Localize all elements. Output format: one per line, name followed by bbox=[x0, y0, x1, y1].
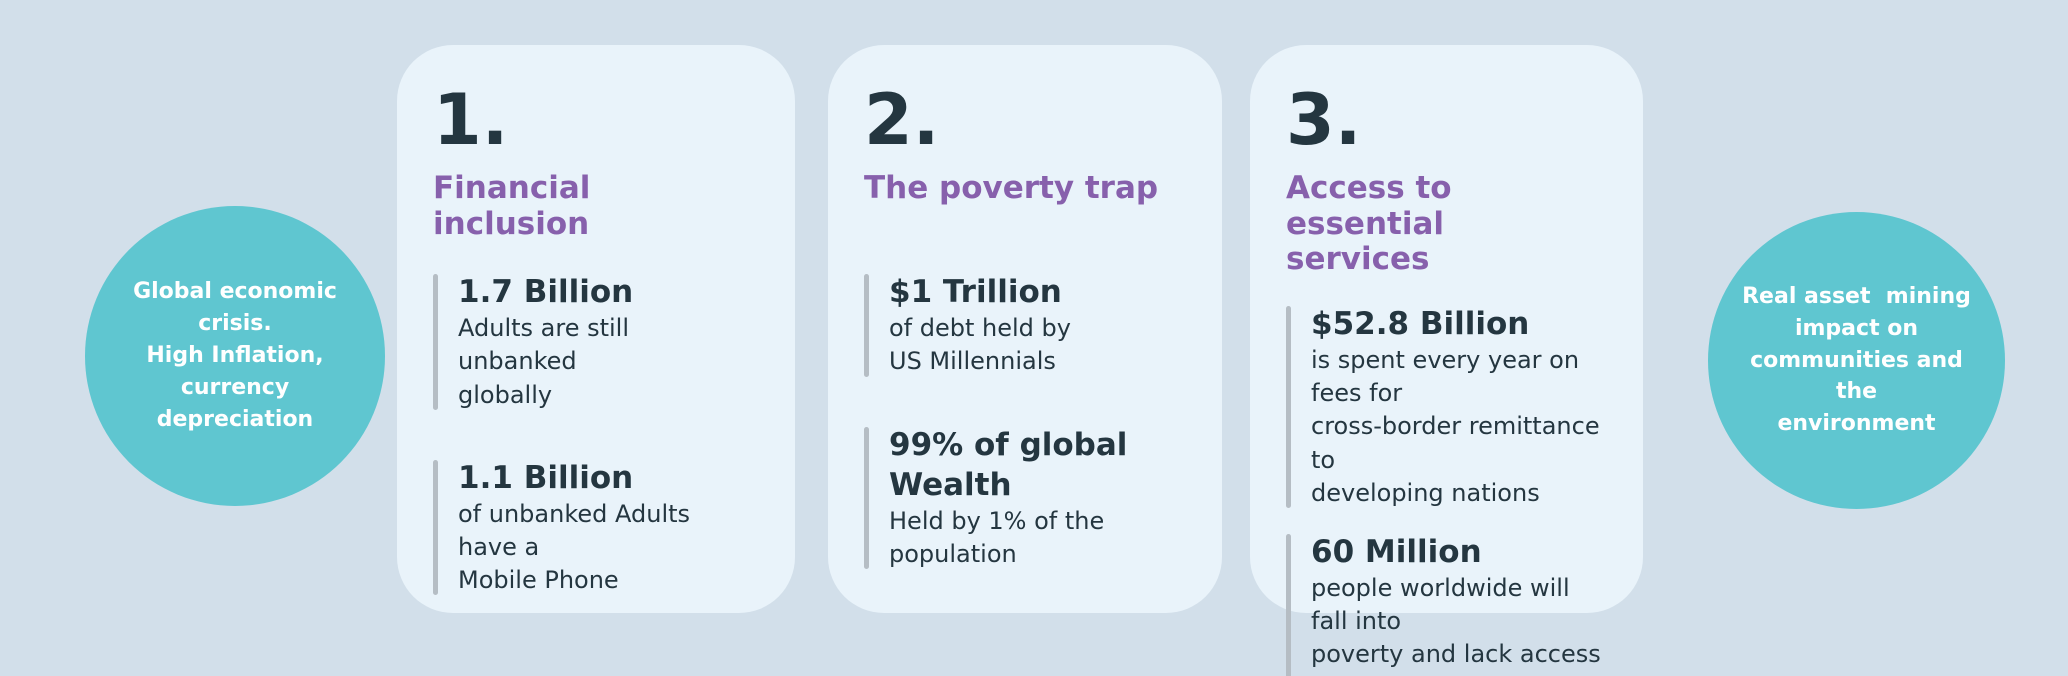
stat-description: is spent every year on fees for cross-bo… bbox=[1311, 346, 1600, 507]
stat-value: 1.1 Billion bbox=[458, 459, 634, 496]
right-circle-text: Real asset mining impact on communities … bbox=[1742, 283, 1971, 437]
card-number: 3. bbox=[1286, 79, 1362, 161]
card-poverty-trap: 2. The poverty trap $1 Trillion of debt … bbox=[828, 45, 1222, 613]
stat-description: of unbanked Adults have a Mobile Phone bbox=[458, 499, 691, 595]
stat-value: 1.7 Billion bbox=[458, 274, 634, 310]
stat-description: Adults are still unbanked globally bbox=[458, 314, 630, 409]
stat-value: 60 Million bbox=[1311, 533, 1482, 570]
stat-value: $1 Trillion bbox=[889, 274, 1062, 310]
stat-value: $52.8 Billion bbox=[1311, 305, 1530, 342]
card-number: 1. bbox=[433, 79, 509, 161]
stat-item: $1 Trillion of debt held by US Millennia… bbox=[864, 272, 1182, 379]
card-title: The poverty trap bbox=[864, 170, 1159, 206]
stat-value: 99% of global Wealth bbox=[889, 426, 1128, 503]
card-title: Access to essential services bbox=[1286, 170, 1452, 278]
card-number: 2. bbox=[864, 79, 940, 161]
stat-description: people worldwide will fall into poverty … bbox=[1311, 574, 1601, 676]
stat-item: $52.8 Billion is spent every year on fee… bbox=[1286, 304, 1603, 510]
card-financial-inclusion: 1. Financial inclusion 1.7 Billion Adult… bbox=[397, 45, 795, 613]
left-circle-text: Global economic crisis. High Inflation, … bbox=[133, 279, 337, 432]
card-access-essential-services: 3. Access to essential services $52.8 Bi… bbox=[1250, 45, 1643, 676]
card-title: Financial inclusion bbox=[433, 170, 591, 242]
stat-item: 60 Million people worldwide will fall in… bbox=[1286, 532, 1603, 676]
right-circle: Real asset mining impact on communities … bbox=[1708, 212, 2005, 509]
stat-description: of debt held by US Millennials bbox=[889, 314, 1071, 376]
stat-item: 99% of global Wealth Held by 1% of the p… bbox=[864, 425, 1182, 572]
stat-item: 1.7 Billion Adults are still unbanked gl… bbox=[433, 272, 755, 412]
stat-item: 1.1 Billion of unbanked Adults have a Mo… bbox=[433, 458, 755, 598]
stat-description: Held by 1% of the population bbox=[889, 507, 1105, 569]
left-circle: Global economic crisis. High Inflation, … bbox=[85, 206, 385, 506]
